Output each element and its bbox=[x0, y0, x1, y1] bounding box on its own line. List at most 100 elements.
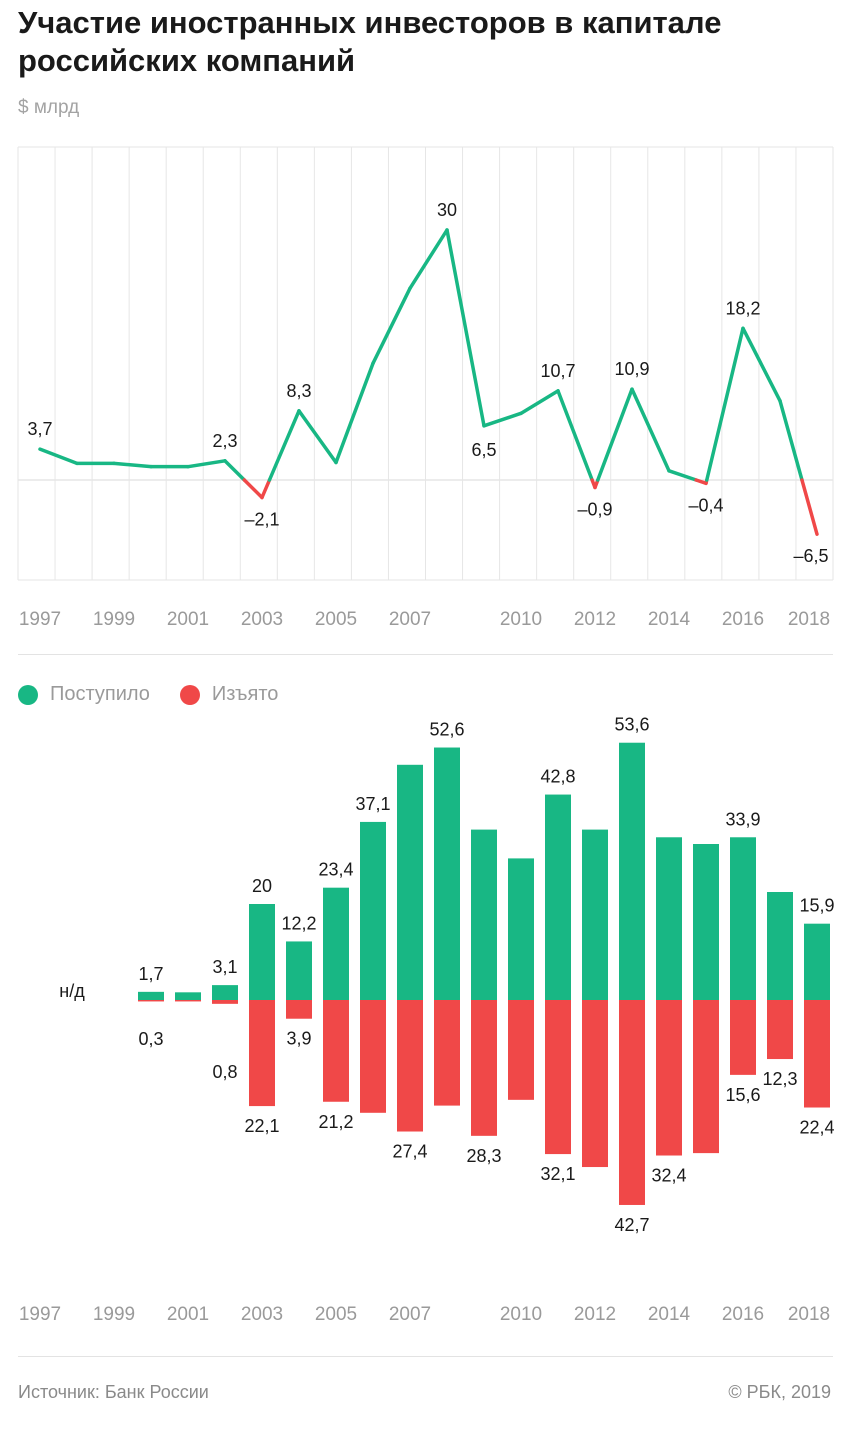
x-tick-label: 2007 bbox=[389, 609, 431, 630]
line-segment bbox=[705, 326, 745, 482]
line-data-label: –0,4 bbox=[688, 495, 723, 515]
bar-inflow bbox=[693, 844, 719, 1000]
bar-outflow bbox=[619, 1000, 645, 1205]
bar-inflow bbox=[582, 829, 608, 1000]
bar-inflow bbox=[767, 892, 793, 1000]
bar-outflow bbox=[397, 1000, 423, 1132]
x-tick-label: 2003 bbox=[241, 1304, 283, 1325]
bar-inflow bbox=[656, 837, 682, 1000]
bar-inflow-label: 3,1 bbox=[212, 957, 237, 977]
line-segment bbox=[112, 461, 153, 469]
bar-inflow bbox=[730, 837, 756, 1000]
bar-inflow bbox=[434, 747, 460, 1000]
legend-item-outflow: Изъято bbox=[179, 683, 278, 706]
bar-outflow-label: 15,6 bbox=[725, 1085, 760, 1105]
bar-inflow bbox=[471, 829, 497, 1000]
footer-divider bbox=[18, 1356, 833, 1357]
bar-outflow bbox=[212, 1000, 238, 1004]
legend-item-inflow: Поступило bbox=[18, 683, 150, 706]
line-data-label: 30 bbox=[437, 200, 457, 220]
line-chart: 3,7 2,3 –2,1 8,3 30 6,5 10,7 –0,9 10,9 –0,4 18,2 –6… bbox=[17, 146, 834, 630]
bar-outflow-label: 0,8 bbox=[212, 1062, 237, 1082]
bar-outflow bbox=[286, 1000, 312, 1019]
bar-outflow-label: 0,3 bbox=[138, 1029, 163, 1049]
x-tick-label: 2014 bbox=[648, 1304, 691, 1325]
bar-outflow-label: 32,4 bbox=[651, 1166, 686, 1186]
x-tick-label: 2012 bbox=[574, 609, 616, 630]
x-tick-label: 1999 bbox=[93, 1304, 135, 1325]
x-tick-label: 1999 bbox=[93, 609, 135, 630]
bar-inflow-label: 20 bbox=[252, 876, 272, 896]
bar-outflow bbox=[582, 1000, 608, 1168]
line-segment bbox=[778, 399, 804, 482]
bar-outflow-label: 42,7 bbox=[614, 1215, 649, 1235]
line-data-label: –6,5 bbox=[793, 546, 828, 566]
line-data-label: 18,2 bbox=[725, 298, 760, 318]
legend: Поступило Изъято bbox=[18, 683, 308, 706]
bar-outflow bbox=[767, 1000, 793, 1060]
line-data-label: 10,9 bbox=[614, 359, 649, 379]
bar-outflow bbox=[508, 1000, 534, 1100]
line-segment bbox=[242, 478, 264, 500]
x-tick-label: 2003 bbox=[241, 609, 283, 630]
line-data-label: 3,7 bbox=[27, 419, 52, 439]
line-segment bbox=[519, 389, 560, 416]
x-tick-label: 2005 bbox=[315, 1304, 357, 1325]
bar-inflow bbox=[138, 991, 164, 1000]
line-segment bbox=[556, 389, 594, 482]
bar-inflow bbox=[508, 858, 534, 1000]
bar-inflow bbox=[619, 742, 645, 1000]
bar-inflow bbox=[397, 764, 423, 1000]
bar-outflow bbox=[545, 1000, 571, 1155]
bar-outflow-label: 22,4 bbox=[799, 1118, 834, 1138]
bar-inflow-label: 23,4 bbox=[318, 860, 353, 880]
legend-label-inflow: Поступило bbox=[50, 683, 150, 705]
bar-inflow-label: 12,2 bbox=[281, 913, 316, 933]
line-data-label: –2,1 bbox=[244, 510, 279, 530]
bar-outflow bbox=[693, 1000, 719, 1154]
bar-inflow-label: 52,6 bbox=[429, 720, 464, 740]
bar-inflow-label: 42,8 bbox=[540, 767, 575, 787]
bar-inflow-label: 1,7 bbox=[138, 964, 163, 984]
x-tick-label: 2018 bbox=[788, 1304, 830, 1325]
x-tick-label: 2012 bbox=[574, 1304, 616, 1325]
line-segment bbox=[482, 411, 523, 428]
bar-outflow bbox=[360, 1000, 386, 1113]
bar-inflow bbox=[323, 887, 349, 1000]
x-tick-label: 1997 bbox=[19, 609, 61, 630]
bar-outflow bbox=[249, 1000, 275, 1107]
bar-outflow bbox=[138, 1000, 164, 1002]
x-tick-label: 2001 bbox=[167, 609, 209, 630]
line-data-label: 2,3 bbox=[212, 431, 237, 451]
line-data-label: 10,7 bbox=[540, 361, 575, 381]
x-tick-label: 2018 bbox=[788, 609, 830, 630]
line-segment bbox=[630, 387, 671, 473]
x-tick-label: 2005 bbox=[315, 609, 357, 630]
line-segment bbox=[371, 286, 412, 366]
line-segment bbox=[596, 387, 634, 482]
bar-inflow bbox=[212, 985, 238, 1000]
bar-outflow bbox=[804, 1000, 830, 1108]
source-note: Источник: Банк России bbox=[18, 1382, 209, 1402]
x-tick-label: 2016 bbox=[722, 1304, 764, 1325]
unit-label: $ млрд bbox=[18, 97, 80, 118]
line-data-label: –0,9 bbox=[577, 500, 612, 520]
bar-inflow-label: 15,9 bbox=[799, 896, 834, 916]
bar-outflow-label: 22,1 bbox=[244, 1116, 279, 1136]
x-tick-label: 2016 bbox=[722, 609, 764, 630]
bar-outflow bbox=[434, 1000, 460, 1106]
line-segment bbox=[667, 469, 698, 482]
line-segment bbox=[223, 459, 247, 482]
x-tick-label: 2010 bbox=[500, 609, 542, 630]
line-segment bbox=[741, 326, 782, 403]
bar-outflow-label: 32,1 bbox=[540, 1164, 575, 1184]
line-segment bbox=[186, 459, 227, 469]
section-divider bbox=[18, 654, 833, 655]
bar-inflow-label: 53,6 bbox=[614, 715, 649, 735]
bar-outflow bbox=[656, 1000, 682, 1156]
line-segment bbox=[800, 478, 819, 536]
line-segment bbox=[38, 447, 79, 466]
bar-outflow-label: 27,4 bbox=[392, 1142, 427, 1162]
x-tick-label: 2010 bbox=[500, 1304, 542, 1325]
